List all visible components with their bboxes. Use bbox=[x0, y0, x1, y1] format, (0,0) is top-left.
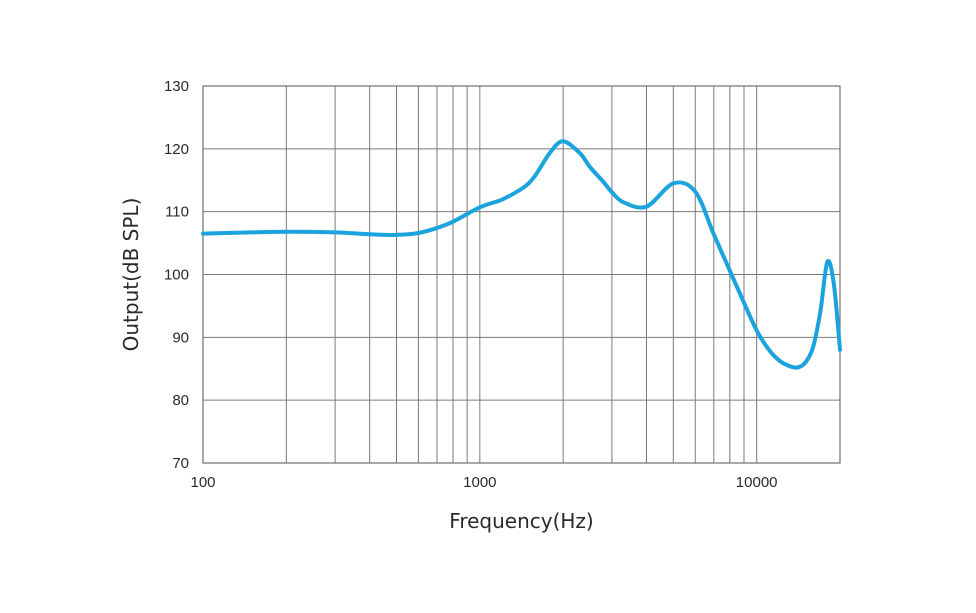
x-tick-label: 1000 bbox=[463, 474, 496, 491]
y-tick-label: 110 bbox=[165, 204, 189, 221]
x-tick-label: 100 bbox=[190, 474, 215, 491]
y-tick-label: 100 bbox=[164, 267, 189, 284]
y-tick-label: 80 bbox=[172, 392, 189, 409]
x-axis-title: Frequency(Hz) bbox=[449, 509, 593, 533]
y-tick-label: 130 bbox=[164, 78, 189, 95]
y-tick-label: 120 bbox=[164, 141, 189, 158]
y-tick-label: 70 bbox=[172, 455, 189, 472]
series-layer bbox=[201, 139, 842, 370]
y-tick-label: 90 bbox=[172, 329, 189, 346]
series-line-0 bbox=[201, 139, 842, 370]
plot-frame bbox=[202, 85, 841, 464]
y-axis-title: Output(dB SPL) bbox=[119, 198, 143, 352]
x-axis-ticks: 100 1000 10000 bbox=[190, 474, 777, 491]
y-axis-ticks: 70 80 90 100 110 120 130 bbox=[164, 78, 189, 472]
grid bbox=[203, 86, 840, 463]
x-tick-label: 10000 bbox=[736, 474, 778, 491]
